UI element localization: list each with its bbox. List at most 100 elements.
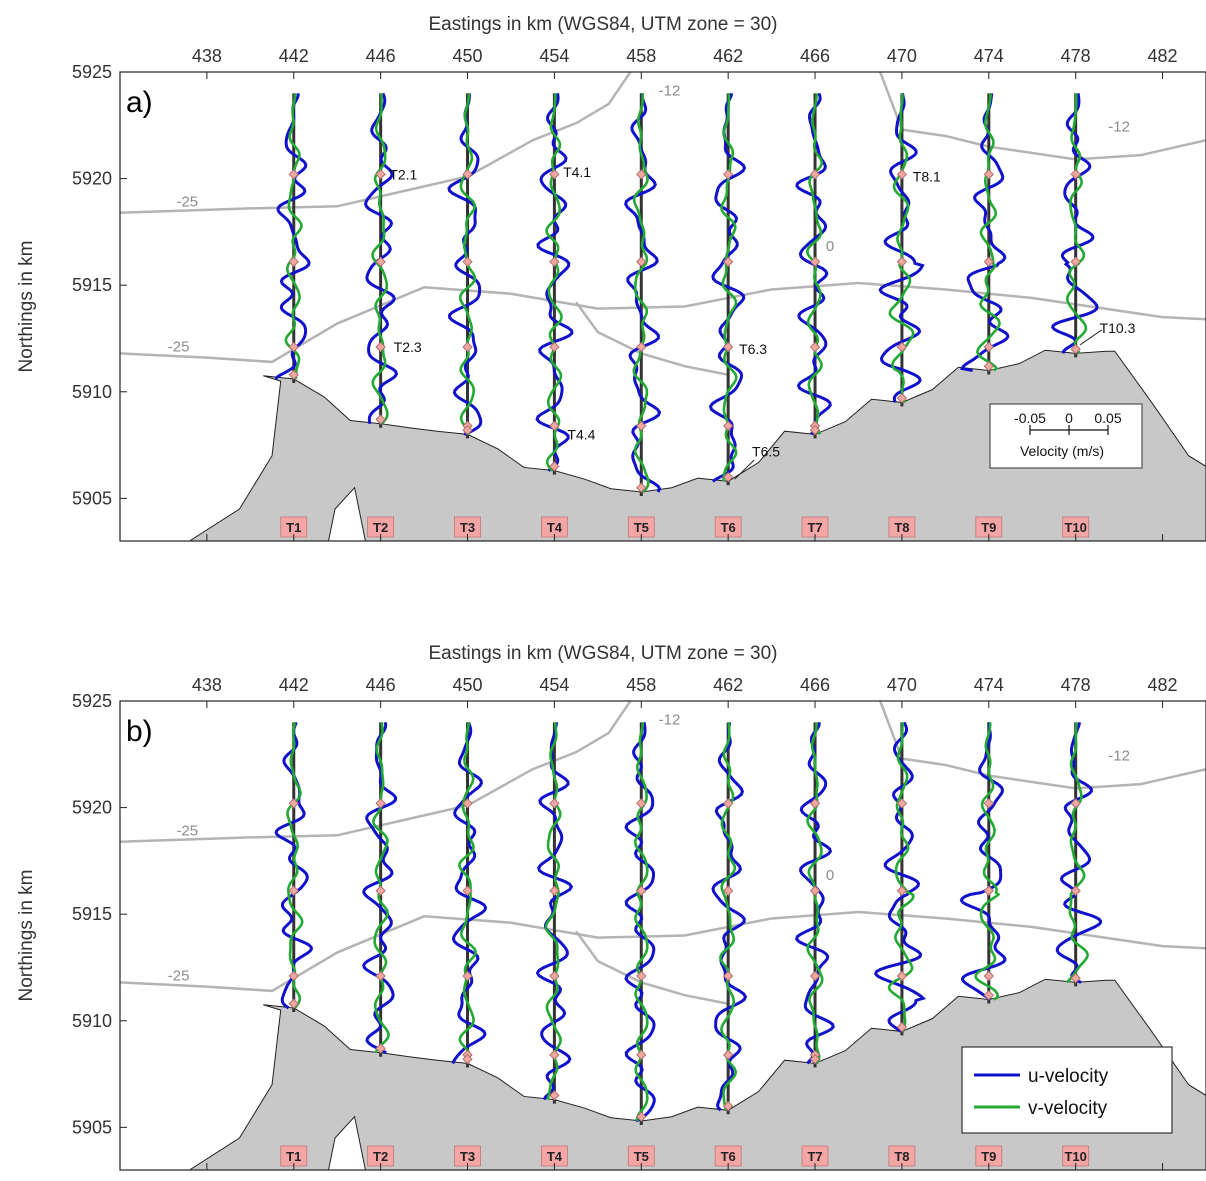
scale-bar-tick-label: 0.05: [1094, 410, 1121, 426]
x-tick-label: 442: [279, 675, 309, 695]
x-tick-label: 462: [713, 46, 743, 66]
transect-2: T2: [362, 721, 398, 1167]
axes-frame: [119, 71, 1206, 542]
station-marker-diamond: [288, 169, 299, 180]
station-marker-diamond: [896, 256, 908, 267]
x-axis-title: Eastings in km (WGS84, UTM zone = 30): [429, 14, 778, 35]
station-marker-diamond: [983, 798, 995, 809]
y-tick-label: 5920: [72, 169, 112, 189]
y-tick-label: 5920: [72, 798, 112, 818]
station-marker-diamond: [462, 341, 473, 353]
scale-bar-tick-label: 0: [1065, 410, 1073, 426]
transect-tag-label: T5: [634, 520, 649, 535]
station-label: T8.1: [913, 168, 941, 184]
y-tick-label: 5915: [72, 275, 112, 295]
station-marker-diamond: [1070, 972, 1081, 984]
u-velocity-profile: [447, 93, 483, 436]
transect-8: T8: [878, 93, 925, 538]
x-tick-label: 454: [539, 46, 569, 66]
plot-area: -25 -12 -25 -12 0 T1 T2 T3 T4 T5 T6 T7 T8 T9 T10 T2.1 T2…: [120, 72, 1206, 541]
x-tick-label: 438: [192, 46, 222, 66]
x-tick-label: 474: [974, 675, 1004, 695]
v-velocity-profile: [976, 93, 1001, 372]
contour-inner: [575, 301, 729, 376]
station-marker-diamond: [462, 256, 473, 267]
station-marker-diamond: [549, 970, 560, 982]
v-velocity-profile: [718, 722, 738, 1111]
x-tick-label: 458: [626, 675, 656, 695]
contour-minus12: [120, 281, 1206, 364]
station-marker-diamond: [983, 970, 995, 982]
y-tick-label: 5925: [72, 691, 112, 711]
transect-tag-label: T3: [460, 520, 475, 535]
legend-box: [961, 1046, 1173, 1134]
u-velocity-profile: [451, 721, 488, 1064]
contour-label: -12: [1108, 748, 1130, 765]
contour-label: -25: [168, 967, 190, 984]
station-marker-diamond: [549, 1090, 560, 1101]
transect-tag-label: T7: [807, 1149, 822, 1164]
station-marker-diamond: [288, 885, 299, 896]
transect-7: T7: [795, 92, 832, 538]
station-marker-diamond: [983, 989, 995, 1001]
scale-bar-label: Velocity (m/s): [1020, 443, 1104, 459]
transect-tag-label: T2: [373, 520, 388, 535]
transect-tag-label: T1: [286, 520, 301, 535]
transect-tag-label: T5: [634, 1149, 649, 1164]
label-leader: [734, 459, 755, 480]
station-marker-diamond: [983, 360, 995, 372]
y-tick-label: 5905: [72, 1117, 112, 1137]
station-marker-diamond: [722, 1049, 734, 1061]
station-marker-diamond: [809, 885, 821, 896]
contour-label: -25: [176, 822, 198, 839]
contour-label: -12: [659, 82, 681, 99]
station-marker-diamond: [288, 256, 299, 267]
transect-tag-label: T8: [894, 1149, 909, 1164]
station-marker-diamond: [809, 256, 821, 267]
u-velocity-profile: [959, 722, 1007, 1001]
station-marker-diamond: [1070, 798, 1081, 809]
transect-10: T10: [1055, 722, 1103, 1167]
station-marker-diamond: [462, 1053, 473, 1065]
x-tick-label: 466: [800, 675, 830, 695]
station-marker-diamond: [809, 1053, 821, 1065]
contour-label: 0: [826, 867, 834, 884]
station-marker-diamond: [549, 169, 560, 180]
station-marker-diamond: [896, 1021, 908, 1033]
station-marker-diamond: [549, 1049, 560, 1061]
scale-bar-tick-label: -0.05: [1014, 410, 1046, 426]
v-velocity-profile: [1065, 93, 1088, 355]
x-tick-label: 466: [800, 46, 830, 66]
station-marker-diamond: [462, 424, 473, 436]
station-marker-diamond: [288, 341, 299, 353]
transect-4: T4: [535, 93, 574, 538]
transect-tag-label: T9: [981, 1149, 996, 1164]
station-marker-diamond: [375, 341, 386, 353]
transect-3: T3: [451, 721, 488, 1167]
station-marker-diamond: [722, 420, 734, 432]
station-marker-diamond: [722, 341, 734, 353]
transect-9: T9: [959, 93, 1010, 538]
u-velocity-profile: [795, 722, 835, 1065]
legend-entry: u-velocity: [1028, 1066, 1109, 1087]
v-velocity-profile: [545, 93, 563, 472]
transect-tag-label: T3: [460, 1149, 475, 1164]
x-tick-label: 478: [1061, 675, 1091, 695]
station-marker-diamond: [636, 798, 647, 809]
v-velocity-profile: [1065, 722, 1089, 984]
transect-3: T3: [447, 93, 483, 538]
station-marker-diamond: [983, 341, 995, 353]
contour-minus12: [120, 910, 1206, 993]
transect-tag-label: T10: [1064, 1149, 1086, 1164]
transect-1: T1: [274, 93, 311, 538]
v-velocity-profile: [284, 93, 303, 380]
station-marker-diamond: [375, 256, 386, 267]
station-marker-diamond: [549, 256, 560, 267]
u-velocity-profile: [711, 722, 748, 1112]
station-marker-diamond: [1070, 169, 1081, 180]
u-velocity-profile: [959, 93, 1010, 372]
u-velocity-profile: [362, 721, 398, 1055]
station-marker-diamond: [375, 1043, 386, 1054]
station-marker-diamond: [462, 798, 473, 809]
station-marker-diamond: [722, 256, 734, 267]
